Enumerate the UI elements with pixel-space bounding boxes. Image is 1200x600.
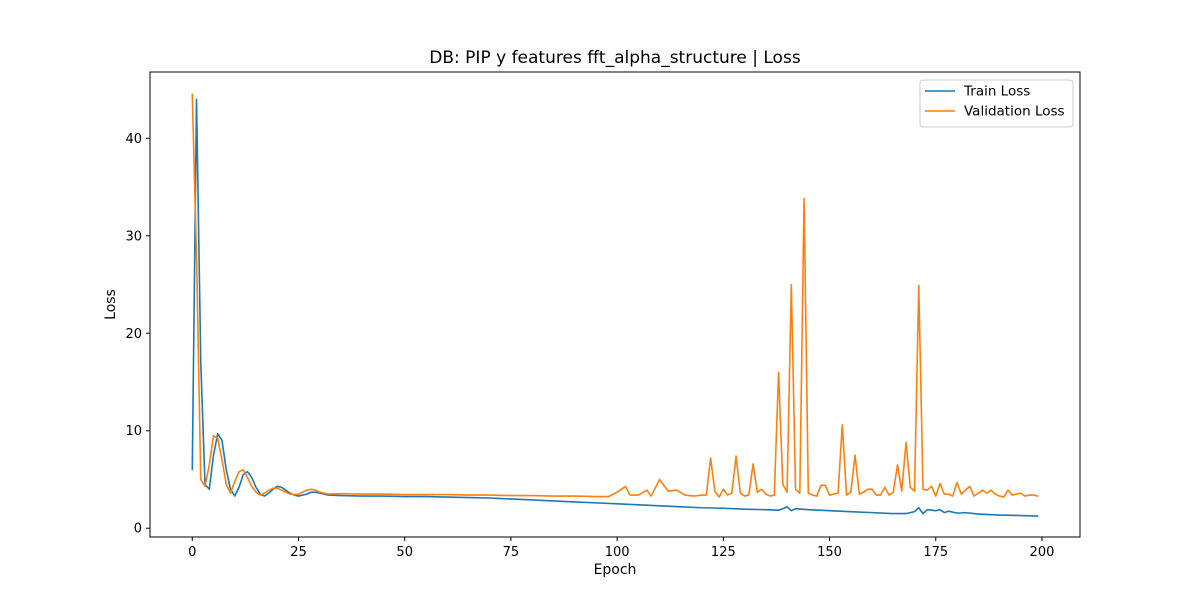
x-axis-label: Epoch [594, 562, 637, 578]
y-tick-label-4: 40 [125, 132, 142, 147]
y-tick-label-3: 30 [125, 229, 142, 244]
legend-label-0: Train Loss [963, 84, 1030, 100]
y-tick-label-1: 10 [125, 424, 142, 439]
legend-label-1: Validation Loss [964, 104, 1065, 120]
y-tick-label-2: 20 [125, 327, 142, 342]
legend-box [919, 79, 1074, 128]
x-tick-label-5: 125 [711, 545, 736, 560]
y-axis: 0 10 20 30 40 [125, 132, 150, 537]
x-tick-label-2: 50 [396, 545, 413, 560]
x-tick-label-0: 0 [188, 545, 196, 560]
y-tick-label-0: 0 [134, 522, 142, 537]
x-tick-label-1: 25 [290, 545, 307, 560]
x-axis: 0 25 50 75 100 125 150 175 200 [188, 537, 1054, 560]
x-tick-label-3: 75 [503, 545, 520, 560]
series-layer [191, 93, 1039, 517]
x-tick-label-7: 175 [923, 545, 948, 560]
chart-title: DB: PIP y features fft_alpha_structure |… [429, 48, 801, 68]
series-line-0 [191, 98, 1039, 517]
plot-frame [149, 71, 1081, 538]
x-tick-label-4: 100 [605, 545, 630, 560]
x-tick-label-6: 150 [817, 545, 842, 560]
x-tick-label-8: 200 [1030, 545, 1055, 560]
y-axis-label: Loss [103, 289, 119, 320]
legend: Train Loss Validation Loss [919, 79, 1074, 128]
series-line-1 [191, 93, 1039, 498]
